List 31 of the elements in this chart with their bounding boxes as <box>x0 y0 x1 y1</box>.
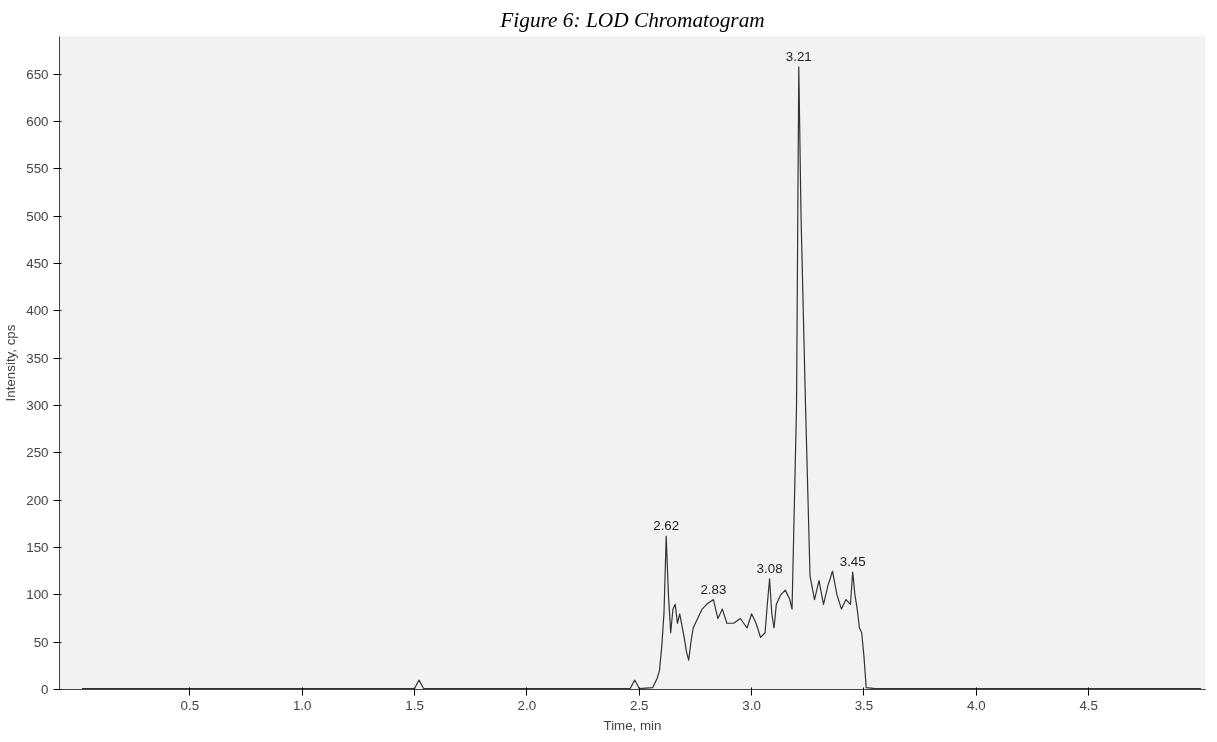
y-tick-label: 400 <box>26 303 49 319</box>
x-tick-label: 3.0 <box>742 697 761 713</box>
annotation: 2.62 <box>653 518 680 534</box>
annotation: 3.45 <box>839 554 866 570</box>
x-tick-label: 4.0 <box>967 697 986 713</box>
x-tick-label: 3.5 <box>854 697 874 713</box>
y-tick-label: 0 <box>41 682 49 697</box>
x-tick-label: 4.5 <box>1079 697 1098 713</box>
y-tick-label: 300 <box>26 398 49 414</box>
y-tick-label: 550 <box>26 161 49 177</box>
y-tick-label: 350 <box>26 350 49 366</box>
annotation: 3.08 <box>756 560 783 576</box>
x-tick-label: 0.5 <box>180 697 200 713</box>
y-tick-label: 50 <box>33 634 49 650</box>
x-tick-label: 1.5 <box>405 697 424 713</box>
chart-title: Figure 6: LOD Chromatogram <box>499 7 765 32</box>
x-axis-title: Time, min <box>603 717 662 733</box>
y-tick-label: 200 <box>26 492 49 508</box>
x-tick-label: 2.0 <box>517 697 537 713</box>
x-tick-label: 1.0 <box>292 697 312 713</box>
x-tick-label: 2.5 <box>629 697 649 713</box>
y-tick-label: 500 <box>26 208 49 224</box>
y-tick-label: 250 <box>26 445 49 461</box>
y-tick-label: 100 <box>26 587 49 603</box>
y-tick-label: 450 <box>26 256 49 272</box>
annotation: 3.21 <box>785 48 812 64</box>
y-axis-title: Intensity, cps <box>3 324 19 402</box>
y-tick-label: 600 <box>26 114 49 130</box>
y-tick-label: 150 <box>26 540 49 556</box>
y-tick-label: 650 <box>26 66 49 82</box>
annotation: 2.83 <box>700 581 727 597</box>
